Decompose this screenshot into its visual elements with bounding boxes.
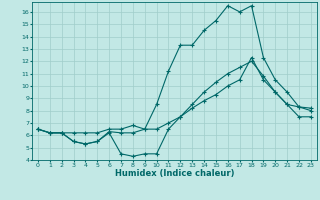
X-axis label: Humidex (Indice chaleur): Humidex (Indice chaleur) — [115, 169, 234, 178]
